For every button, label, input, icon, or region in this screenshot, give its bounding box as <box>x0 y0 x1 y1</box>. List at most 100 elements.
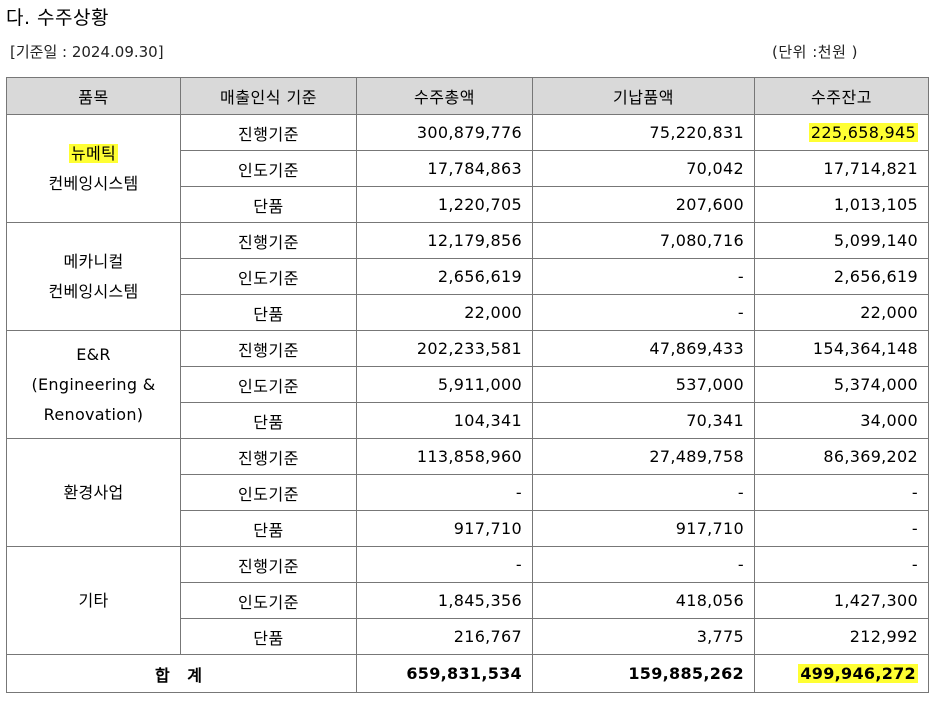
basis-cell: 진행기준 <box>180 114 357 151</box>
order-total-cell: 113,858,960 <box>356 438 533 475</box>
backlog-cell: 154,364,148 <box>754 330 929 367</box>
delivered-cell: 917,710 <box>532 510 755 547</box>
delivered-cell: 70,042 <box>532 150 755 187</box>
backlog-cell: 86,369,202 <box>754 438 929 475</box>
table-row: 뉴메틱 컨베잉시스템 진행기준 300,879,776 75,220,831 2… <box>6 114 929 223</box>
delivered-cell: - <box>532 294 755 331</box>
total-label: 합 계 <box>6 654 357 693</box>
basis-cell: 인도기준 <box>180 150 357 187</box>
base-date: [기준일 : 2024.09.30] <box>10 43 164 61</box>
basis-cell: 단품 <box>180 294 357 331</box>
order-total-cell: 17,784,863 <box>356 150 533 187</box>
delivered-cell: - <box>532 474 755 511</box>
highlighted-value: 225,658,945 <box>808 123 918 142</box>
category-cell: 뉴메틱 컨베잉시스템 <box>6 114 181 223</box>
delivered-cell: 537,000 <box>532 366 755 403</box>
basis-cell: 인도기준 <box>180 582 357 619</box>
highlighted-text: 뉴메틱 <box>68 143 119 163</box>
backlog-cell: - <box>754 510 929 547</box>
order-total-cell: 300,879,776 <box>356 114 533 151</box>
table-row: 인도기준 1,845,356 418,056 1,427,300 <box>7 582 929 619</box>
header-item: 품목 <box>6 77 181 115</box>
table-row: 기타 진행기준 - - - <box>6 546 929 655</box>
order-total-cell: 1,845,356 <box>356 582 533 619</box>
header-basis: 매출인식 기준 <box>180 77 357 115</box>
table-row: 단품 104,341 70,341 34,000 <box>7 402 929 439</box>
backlog-cell: 225,658,945 <box>754 114 929 151</box>
order-status-table: 품목 매출인식 기준 수주총액 기납품액 수주잔고 뉴메틱 컨베잉시스템 진행기… <box>6 77 929 693</box>
delivered-cell: - <box>532 258 755 295</box>
category-line: (Engineering & <box>31 374 156 394</box>
order-total-cell: 1,220,705 <box>356 186 533 223</box>
basis-cell: 단품 <box>180 186 357 223</box>
delivered-cell: - <box>532 546 755 583</box>
header-delivered: 기납품액 <box>532 77 755 115</box>
total-backlog-cell: 499,946,272 <box>754 654 929 693</box>
order-total-cell: 5,911,000 <box>356 366 533 403</box>
category-cell: 환경사업 <box>6 438 181 547</box>
order-total-cell: - <box>356 546 533 583</box>
header-row: 품목 매출인식 기준 수주총액 기납품액 수주잔고 <box>6 77 929 115</box>
basis-cell: 인도기준 <box>180 258 357 295</box>
category-line: 컨베잉시스템 <box>48 173 139 193</box>
unit-label: (단위 :천원 ) <box>772 43 858 61</box>
order-total-cell: 104,341 <box>356 402 533 439</box>
order-total-cell: 2,656,619 <box>356 258 533 295</box>
order-total-cell: - <box>356 474 533 511</box>
delivered-cell: 418,056 <box>532 582 755 619</box>
delivered-cell: 7,080,716 <box>532 222 755 259</box>
basis-cell: 단품 <box>180 510 357 547</box>
order-total-cell: 917,710 <box>356 510 533 547</box>
basis-cell: 진행기준 <box>180 438 357 475</box>
highlighted-total-value: 499,946,272 <box>798 664 918 683</box>
delivered-cell: 70,341 <box>532 402 755 439</box>
total-order-total: 659,831,534 <box>356 654 533 693</box>
header-order-total: 수주총액 <box>356 77 533 115</box>
category-line: E&R <box>76 344 111 364</box>
basis-cell: 진행기준 <box>180 546 357 583</box>
delivered-cell: 3,775 <box>532 618 755 655</box>
order-total-cell: 216,767 <box>356 618 533 655</box>
basis-cell: 단품 <box>180 618 357 655</box>
table-row: 인도기준 17,784,863 70,042 17,714,821 <box>7 150 929 187</box>
total-delivered: 159,885,262 <box>532 654 755 693</box>
backlog-cell: 22,000 <box>754 294 929 331</box>
table-row: 단품 917,710 917,710 - <box>7 510 929 547</box>
table-row: 인도기준 5,911,000 537,000 5,374,000 <box>7 366 929 403</box>
category-cell: 메카니컬 컨베잉시스템 <box>6 222 181 331</box>
table-row: 인도기준 2,656,619 - 2,656,619 <box>7 258 929 295</box>
backlog-cell: - <box>754 474 929 511</box>
backlog-cell: 1,013,105 <box>754 186 929 223</box>
backlog-cell: 1,427,300 <box>754 582 929 619</box>
backlog-cell: - <box>754 546 929 583</box>
table-row: 환경사업 진행기준 113,858,960 27,489,758 86,369,… <box>6 438 929 547</box>
backlog-cell: 2,656,619 <box>754 258 929 295</box>
basis-cell: 인도기준 <box>180 474 357 511</box>
basis-cell: 단품 <box>180 402 357 439</box>
total-row: 합 계 659,831,534 159,885,262 499,946,272 <box>6 654 929 693</box>
delivered-cell: 207,600 <box>532 186 755 223</box>
category-line: Renovation) <box>43 404 144 424</box>
table-row: E&R (Engineering & Renovation) 진행기준 202,… <box>6 330 929 439</box>
section-heading: 다. 수주상황 <box>6 7 109 29</box>
order-total-cell: 202,233,581 <box>356 330 533 367</box>
category-line: 컨베잉시스템 <box>48 281 139 301</box>
category-cell: E&R (Engineering & Renovation) <box>6 330 181 439</box>
category-line: 기타 <box>78 590 109 610</box>
delivered-cell: 75,220,831 <box>532 114 755 151</box>
backlog-cell: 5,374,000 <box>754 366 929 403</box>
backlog-cell: 34,000 <box>754 402 929 439</box>
order-total-cell: 22,000 <box>356 294 533 331</box>
order-total-cell: 12,179,856 <box>356 222 533 259</box>
backlog-cell: 5,099,140 <box>754 222 929 259</box>
table-row: 단품 1,220,705 207,600 1,013,105 <box>7 186 929 223</box>
category-line: 메카니컬 <box>63 251 124 271</box>
category-line: 환경사업 <box>63 482 124 502</box>
delivered-cell: 47,869,433 <box>532 330 755 367</box>
basis-cell: 진행기준 <box>180 330 357 367</box>
table-row: 메카니컬 컨베잉시스템 진행기준 12,179,856 7,080,716 5,… <box>6 222 929 331</box>
delivered-cell: 27,489,758 <box>532 438 755 475</box>
backlog-cell: 212,992 <box>754 618 929 655</box>
backlog-cell: 17,714,821 <box>754 150 929 187</box>
basis-cell: 인도기준 <box>180 366 357 403</box>
